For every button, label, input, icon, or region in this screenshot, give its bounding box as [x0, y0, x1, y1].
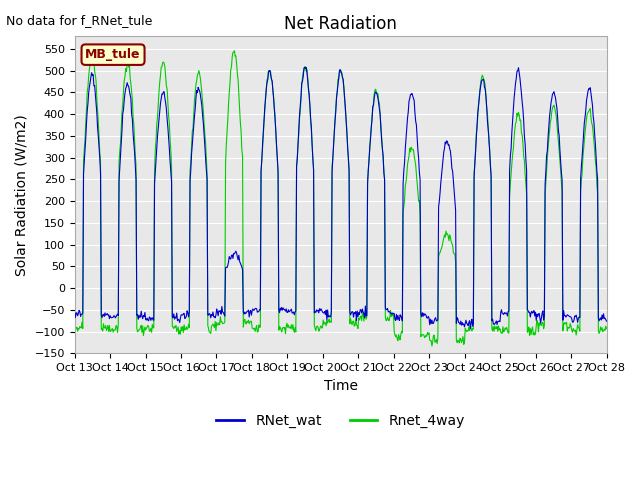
Text: No data for f_RNet_tule: No data for f_RNet_tule — [6, 14, 153, 27]
Legend: RNet_wat, Rnet_4way: RNet_wat, Rnet_4way — [211, 408, 470, 433]
Title: Net Radiation: Net Radiation — [284, 15, 397, 33]
Y-axis label: Solar Radiation (W/m2): Solar Radiation (W/m2) — [15, 114, 29, 276]
Text: MB_tule: MB_tule — [85, 48, 141, 61]
X-axis label: Time: Time — [324, 379, 358, 393]
